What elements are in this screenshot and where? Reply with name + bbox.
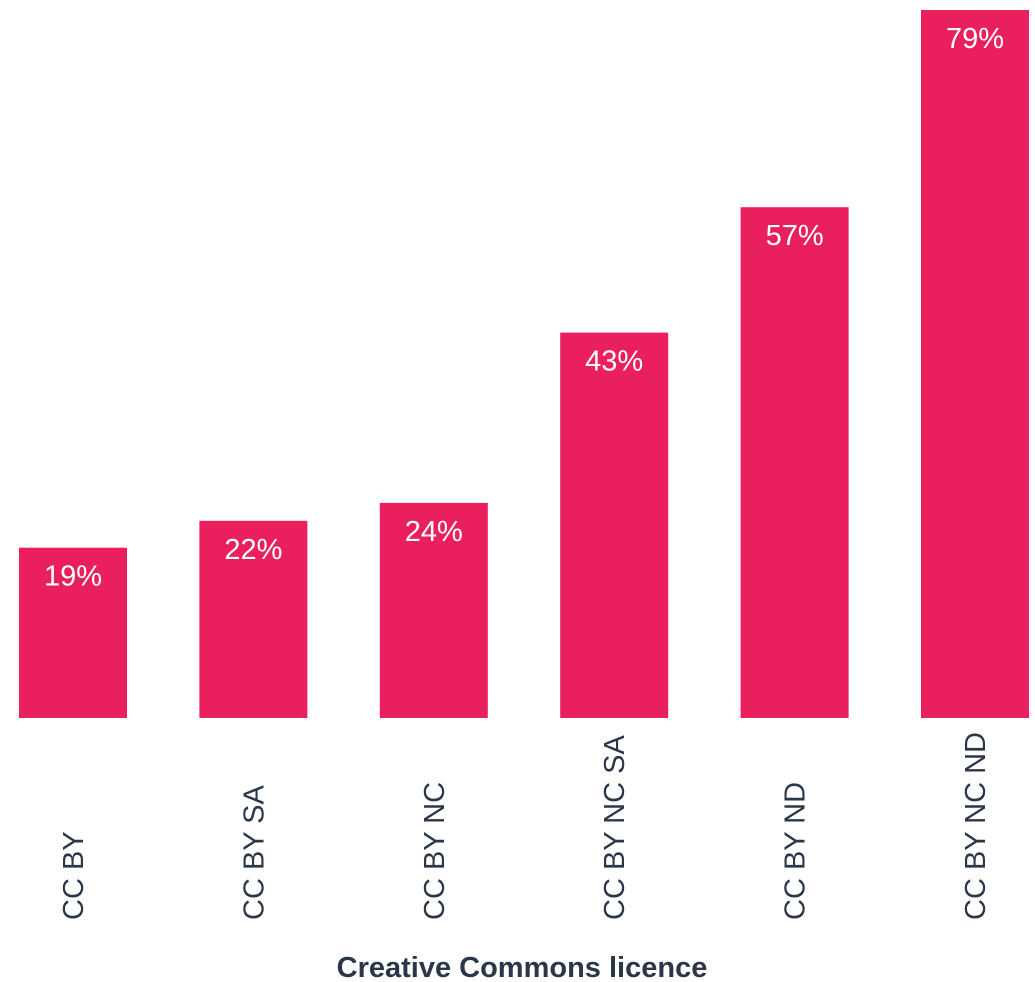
bar-value-label-1: 22% bbox=[224, 534, 282, 566]
bar-value-label-4: 57% bbox=[766, 220, 824, 252]
bar-value-label-0: 19% bbox=[44, 561, 102, 593]
bar-3 bbox=[560, 332, 669, 718]
bar-4 bbox=[740, 207, 849, 718]
bar-1 bbox=[199, 520, 308, 718]
bars-group bbox=[19, 10, 1029, 718]
category-label-1: CC BY SA bbox=[238, 784, 270, 920]
category-label-3: CC BY NC SA bbox=[599, 735, 631, 920]
category-label-2: CC BY NC bbox=[419, 782, 451, 920]
bar-0 bbox=[19, 547, 127, 718]
bar-2 bbox=[379, 502, 488, 718]
bar-value-labels: 19% 22% 24% 43% 57% 79% bbox=[44, 23, 1004, 593]
category-label-0: CC BY bbox=[58, 831, 90, 920]
category-label-4: CC BY ND bbox=[780, 782, 812, 920]
category-label-5: CC BY NC ND bbox=[960, 732, 992, 920]
bar-value-label-3: 43% bbox=[585, 346, 643, 378]
category-labels: CC BY CC BY SA CC BY NC CC BY NC SA CC BY ND… bbox=[58, 732, 992, 920]
bar-value-label-2: 24% bbox=[405, 516, 463, 548]
bar-value-label-5: 79% bbox=[946, 23, 1004, 55]
x-axis-title: Creative Commons licence bbox=[337, 952, 708, 982]
bar-5 bbox=[921, 10, 1029, 718]
